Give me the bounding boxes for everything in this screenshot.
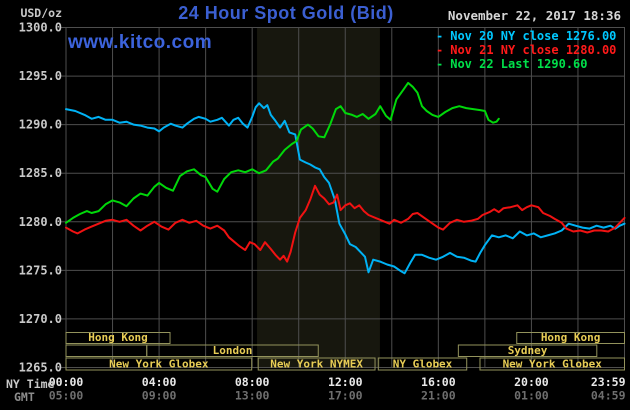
datetime-label: November 22, 2017 18:36: [447, 8, 621, 23]
session-label: London: [213, 344, 253, 357]
x-tick-ny-time: 00:00: [49, 375, 84, 389]
x-tick-ny-time: 04:00: [142, 375, 177, 389]
plot-border: [65, 27, 625, 368]
session-box: [377, 357, 468, 371]
x-tick-ny-time: 16:00: [421, 375, 456, 389]
legend-label: Nov 20 NY close 1276.00: [450, 29, 617, 43]
chart-title: 24 Hour Spot Gold (Bid): [178, 3, 394, 23]
y-tick-label: 1270.0: [19, 312, 62, 326]
session-box: [65, 332, 171, 344]
x-axis-gmt-label: GMT: [14, 390, 35, 404]
session-label: New York Globex: [503, 358, 603, 371]
session-box: [457, 344, 598, 357]
nymex-session-highlight: [257, 27, 380, 368]
x-tick-gmt: 17:00: [328, 389, 363, 403]
x-tick-ny-time: 12:00: [328, 375, 363, 389]
session-box: [146, 344, 319, 357]
session-label: New York Globex: [109, 358, 209, 371]
price-line-nov-21: [65, 184, 626, 263]
session-label: Sydney: [508, 344, 548, 357]
kitco-watermark-link[interactable]: www.kitco.com: [68, 32, 213, 53]
session-label: New York NYMEX: [270, 358, 363, 371]
session-box: [516, 332, 625, 344]
legend-label: Nov 22 Last 1290.60: [450, 57, 588, 71]
x-tick-gmt: 13:00: [235, 389, 270, 403]
session-box: [65, 357, 253, 371]
x-tick-gmt: 21:00: [421, 389, 456, 403]
legend-item-nov21: - Nov 21 NY close 1280.00: [436, 43, 616, 57]
y-tick-label: 1265.0: [19, 361, 62, 375]
y-tick-label: 1275.0: [19, 263, 62, 277]
x-tick-gmt: 01:00: [514, 389, 549, 403]
session-label: Hong Kong: [541, 331, 601, 344]
legend: - Nov 20 NY close 1276.00 - Nov 21 NY clos…: [436, 29, 616, 71]
y-axis-units-label: USD/oz: [20, 6, 62, 20]
x-tick-gmt: 05:00: [49, 389, 84, 403]
session-box: [257, 357, 376, 371]
legend-item-nov22: - Nov 22 Last 1290.60: [436, 57, 616, 71]
session-label: NY Globex: [393, 358, 453, 371]
y-tick-label: 1290.0: [19, 118, 62, 132]
legend-dash-icon: -: [436, 29, 444, 43]
price-line-nov-20: [65, 102, 626, 275]
session-box: [65, 344, 148, 357]
x-tick-ny-time: 23:59: [591, 375, 626, 389]
x-axis-ny-time-label: NY Time: [6, 377, 55, 391]
legend-label: Nov 21 NY close 1280.00: [450, 43, 617, 57]
session-label: Hong Kong: [88, 331, 148, 344]
legend-dash-icon: -: [436, 57, 444, 71]
x-tick-ny-time: 20:00: [514, 375, 549, 389]
price-line-nov-22: [65, 81, 500, 224]
x-tick-gmt: 04:59: [591, 389, 626, 403]
session-box: [479, 357, 625, 371]
legend-item-nov20: - Nov 20 NY close 1276.00: [436, 29, 616, 43]
legend-dash-icon: -: [436, 43, 444, 57]
x-tick-gmt: 09:00: [142, 389, 177, 403]
y-tick-label: 1280.0: [19, 215, 62, 229]
x-tick-ny-time: 08:00: [235, 375, 270, 389]
y-tick-label: 1300.0: [19, 21, 62, 35]
y-tick-label: 1295.0: [19, 69, 62, 83]
y-tick-label: 1285.0: [19, 166, 62, 180]
